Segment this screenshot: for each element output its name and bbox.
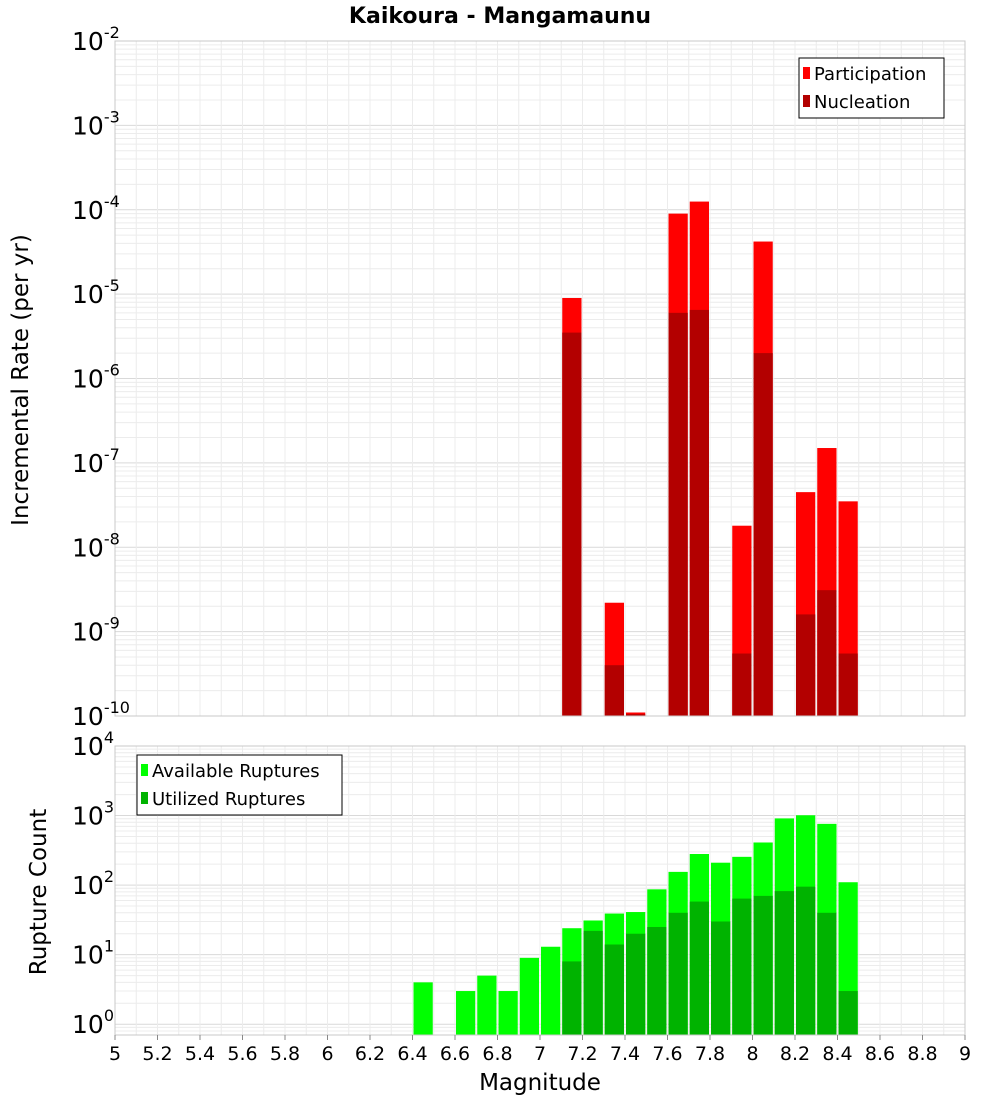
bottom-y-axis-label: Rupture Count — [26, 809, 52, 975]
x-axis-label: Magnitude — [479, 1070, 601, 1096]
y-tick-label: 10-7 — [72, 445, 120, 478]
legend-swatch — [803, 67, 810, 79]
y-tick-label: 10-4 — [72, 192, 120, 225]
rate-panel: 10-10 10-9 10-8 10-7 10-6 10-5 10-4 10-3 10-2 Par… — [72, 23, 966, 731]
legend-box — [798, 57, 945, 119]
bar-utilized-ruptures — [774, 891, 794, 1035]
y-tick-label: 10-6 — [72, 361, 120, 394]
bar-utilized-ruptures — [583, 930, 603, 1035]
legend-box — [136, 754, 343, 816]
grid — [114, 41, 966, 717]
legend-swatch — [141, 764, 148, 776]
bar-nucleation — [626, 714, 646, 716]
bar-utilized-ruptures — [689, 901, 709, 1035]
y-tick-label: 10-3 — [72, 107, 120, 140]
bar-utilized-ruptures — [838, 991, 858, 1035]
top-y-axis-label: Incremental Rate (per yr) — [8, 234, 34, 526]
legend-swatch — [803, 95, 810, 107]
x-tick-label: 9 — [959, 1043, 971, 1065]
x-tick-label: 6 — [321, 1043, 333, 1065]
x-tick-label: 8.8 — [907, 1043, 937, 1065]
bar-utilized-ruptures — [562, 961, 582, 1035]
y-tick-label: 10-2 — [72, 23, 120, 56]
bar-utilized-ruptures — [626, 933, 646, 1035]
bar-available-ruptures — [456, 991, 476, 1035]
x-tick-label: 7.6 — [652, 1043, 682, 1065]
bar-nucleation — [753, 353, 773, 716]
bar-utilized-ruptures — [647, 926, 667, 1035]
x-tick-label: 5.2 — [142, 1043, 172, 1065]
x-tick-label: 8.4 — [822, 1043, 852, 1065]
x-tick-label: 8.6 — [865, 1043, 895, 1065]
x-tick-label: 6.6 — [440, 1043, 470, 1065]
bar-nucleation — [668, 312, 688, 716]
bar-nucleation — [604, 665, 624, 716]
x-tick-label: 7.2 — [567, 1043, 597, 1065]
x-tick-label: 7.8 — [695, 1043, 725, 1065]
bar-utilized-ruptures — [668, 912, 688, 1035]
legend-label: Nucleation — [814, 92, 910, 113]
y-tick-label: 10-9 — [72, 614, 120, 647]
x-tick-label: 7.4 — [610, 1043, 640, 1065]
bar-nucleation — [817, 590, 837, 716]
bar-available-ruptures — [541, 946, 561, 1035]
y-tick-label: 100 — [72, 1006, 114, 1039]
y-tick-label: 10-5 — [72, 276, 120, 309]
bar-utilized-ruptures — [796, 886, 816, 1035]
bar-nucleation — [562, 332, 582, 716]
bar-utilized-ruptures — [753, 895, 773, 1035]
x-tick-label: 5.8 — [270, 1043, 300, 1065]
legend-label: Available Ruptures — [152, 761, 320, 782]
bar-available-ruptures — [477, 975, 497, 1035]
bar-nucleation — [796, 614, 816, 716]
x-tick-label: 5.6 — [227, 1043, 257, 1065]
x-tick-label: 6.2 — [355, 1043, 385, 1065]
bars — [562, 201, 858, 717]
x-tick-label: 7 — [534, 1043, 546, 1065]
legend-swatch — [141, 792, 148, 804]
y-tick-label: 104 — [72, 728, 114, 761]
y-tick-label: 101 — [72, 937, 114, 970]
legend-label: Utilized Ruptures — [152, 789, 305, 810]
x-tick-label: 6.8 — [482, 1043, 512, 1065]
bar-utilized-ruptures — [711, 921, 731, 1035]
legend-label: Participation — [814, 64, 926, 85]
x-tick-label: 8.2 — [780, 1043, 810, 1065]
legend: Available Ruptures Utilized Ruptures — [136, 754, 343, 816]
bar-utilized-ruptures — [604, 944, 624, 1035]
y-tick-label: 10-10 — [72, 698, 130, 731]
bar-nucleation — [838, 653, 858, 716]
shared-x-axis: 5 5.2 5.4 5.6 5.8 6 6.2 6.4 6.6 6.8 7 7.2 7.4 7.6 7.8 8… — [109, 1035, 971, 1065]
y-tick-label: 10-8 — [72, 529, 120, 562]
bar-available-ruptures — [519, 957, 539, 1035]
y-tick-label: 103 — [72, 798, 114, 831]
plot-frame — [114, 40, 966, 717]
bar-utilized-ruptures — [817, 912, 837, 1035]
x-tick-label: 8 — [746, 1043, 758, 1065]
bar-available-ruptures — [413, 982, 433, 1035]
x-tick-label: 6.4 — [397, 1043, 427, 1065]
rupture-count-panel: 100 101 102 103 104 Available Ruptures Utilize… — [72, 728, 966, 1039]
bars — [413, 815, 858, 1035]
bar-available-ruptures — [498, 991, 518, 1035]
x-tick-label: 5 — [109, 1043, 121, 1065]
bar-utilized-ruptures — [732, 898, 752, 1035]
bar-nucleation — [689, 309, 709, 716]
legend: Participation Nucleation — [798, 57, 945, 119]
bar-nucleation — [732, 653, 752, 716]
y-tick-label: 102 — [72, 867, 114, 900]
x-tick-label: 5.4 — [185, 1043, 215, 1065]
chart-title: Kaikoura - Mangamaunu — [349, 4, 651, 29]
